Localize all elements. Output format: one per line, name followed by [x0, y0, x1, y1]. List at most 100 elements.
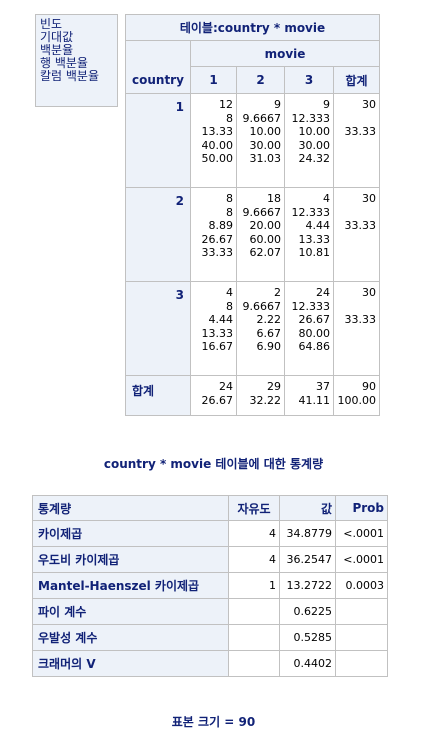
- legend-item: 빈도: [40, 17, 63, 31]
- cell-value: 4: [323, 192, 330, 205]
- statistic-value: <.0001: [335, 546, 388, 573]
- cell-value: [334, 112, 376, 126]
- table-row: 2 8 8 8.89 26.67 33.33 18 9.6667 20.00 60.00 62.07…: [125, 187, 380, 282]
- statistic-value: 0.5285: [279, 624, 336, 651]
- cell-value: 33.33: [344, 125, 377, 139]
- cell-value: 12.333: [291, 299, 331, 313]
- statistic-value: [335, 624, 388, 651]
- cell-value: 80.00: [298, 326, 331, 340]
- cell-value: 9: [323, 98, 330, 111]
- table-row: 파이 계수 0.6225: [32, 598, 388, 625]
- statistic-value: 36.2547: [279, 546, 336, 573]
- stats-header: Prob: [335, 495, 388, 521]
- legend-item: 칼럼 백분율: [40, 69, 100, 83]
- cell-value: 9: [274, 98, 281, 111]
- total-row: 합계 24 26.67 29 32.22 37 41.11 90 100.00: [125, 375, 380, 416]
- sample-size: 표본 크기 = 90: [171, 715, 256, 729]
- statistic-name: 우도비 카이제곱: [32, 546, 229, 573]
- cell-value: 24: [316, 286, 330, 299]
- table-row: 우도비 카이제곱 4 36.2547 <.0001: [32, 546, 388, 573]
- table-row: 크래머의 V 0.4402: [32, 650, 388, 677]
- cell-value: [334, 300, 376, 314]
- cell-value: 2: [274, 286, 281, 299]
- cell-value: 9.6667: [242, 299, 282, 313]
- cell-value: 10.00: [298, 125, 331, 139]
- statistic-value: [335, 598, 388, 625]
- cell-value: 40.00: [201, 138, 234, 152]
- cell-value: 12.333: [291, 111, 331, 125]
- cell-value: [334, 233, 376, 247]
- table-cell: 18 9.6667 20.00 60.00 62.07: [236, 187, 285, 282]
- cell-value: 30: [362, 192, 376, 205]
- table-cell: 29 32.22: [236, 375, 285, 416]
- cell-value: 33.33: [201, 246, 234, 260]
- cell-value: 32.22: [249, 393, 282, 407]
- table-row: 우발성 계수 0.5285: [32, 624, 388, 651]
- cell-value: 37: [316, 380, 330, 393]
- cell-value: 10.81: [298, 246, 331, 260]
- column-header: 3: [284, 66, 334, 94]
- row-variable-header: country: [125, 40, 191, 94]
- statistic-value: 34.8779: [279, 520, 336, 547]
- table-cell: 90 100.00: [333, 375, 380, 416]
- row-label: 1: [125, 93, 191, 188]
- crosstab-table: 테이블:country * movie country movie 1 2 3 …: [125, 14, 380, 416]
- cell-value: [334, 139, 376, 153]
- statistic-name: 우발성 계수: [32, 624, 229, 651]
- cell-value: 4.44: [208, 313, 234, 327]
- statistic-value: [228, 598, 280, 625]
- statistics-table: 통계량 자유도 값 Prob 카이제곱 4 34.8779 <.0001 우도비 카이제…: [32, 495, 388, 677]
- statistic-value: 0.6225: [279, 598, 336, 625]
- cell-value: 26.67: [201, 393, 234, 407]
- statistic-name: 크래머의 V: [32, 650, 229, 677]
- cell-value: 13.33: [298, 232, 331, 246]
- table-cell: 30 33.33: [333, 281, 380, 376]
- cell-value: 20.00: [249, 219, 282, 233]
- statistic-value: 1: [228, 572, 280, 599]
- cell-value: 30: [362, 98, 376, 111]
- cell-value: 24.32: [298, 152, 331, 166]
- cell-value: 31.03: [249, 152, 282, 166]
- table-cell: 2 9.6667 2.22 6.67 6.90: [236, 281, 285, 376]
- statistic-name: 파이 계수: [32, 598, 229, 625]
- cell-value: 50.00: [201, 152, 234, 166]
- cell-value: [334, 340, 376, 354]
- cell-value: 6.67: [256, 326, 282, 340]
- statistic-value: 4: [228, 546, 280, 573]
- cell-value: 24: [219, 380, 233, 393]
- row-label: 2: [125, 187, 191, 282]
- table-cell: 8 8 8.89 26.67 33.33: [190, 187, 237, 282]
- cell-value: 6.90: [256, 340, 282, 354]
- cell-value: 12: [219, 98, 233, 111]
- cell-value: 26.67: [298, 313, 331, 327]
- table-row: 카이제곱 4 34.8779 <.0001: [32, 520, 388, 547]
- table-cell: 24 26.67: [190, 375, 237, 416]
- table-cell: 24 12.333 26.67 80.00 64.86: [284, 281, 334, 376]
- cell-value: 8: [226, 299, 233, 313]
- table-cell: 12 8 13.33 40.00 50.00: [190, 93, 237, 188]
- stats-header: 통계량: [32, 495, 229, 521]
- table-cell: 4 12.333 4.44 13.33 10.81: [284, 187, 334, 282]
- cell-value: [334, 327, 376, 341]
- statistic-value: [228, 650, 280, 677]
- statistic-value: 0.0003: [335, 572, 388, 599]
- cell-value: 8: [226, 205, 233, 219]
- table-cell: 9 9.6667 10.00 30.00 31.03: [236, 93, 285, 188]
- cell-value: 41.11: [298, 393, 331, 407]
- statistics-title: country * movie 테이블에 대한 통계량: [103, 457, 324, 471]
- column-header: 1: [190, 66, 237, 94]
- statistic-value: 4: [228, 520, 280, 547]
- cell-value: 9.6667: [242, 111, 282, 125]
- legend-item: 백분율: [40, 43, 74, 57]
- table-row: 1 12 8 13.33 40.00 50.00 9 9.6667 10.00 30.00 31.0…: [125, 93, 380, 188]
- statistic-value: 13.2722: [279, 572, 336, 599]
- cell-value: 33.33: [344, 219, 377, 233]
- cell-value: 16.67: [201, 340, 234, 354]
- table-cell: 4 8 4.44 13.33 16.67: [190, 281, 237, 376]
- column-header: 합계: [333, 66, 380, 94]
- cell-value: 9.6667: [242, 205, 282, 219]
- stats-header: 값: [279, 495, 336, 521]
- row-label: 3: [125, 281, 191, 376]
- cell-value: [334, 152, 376, 166]
- cell-value: 64.86: [298, 340, 331, 354]
